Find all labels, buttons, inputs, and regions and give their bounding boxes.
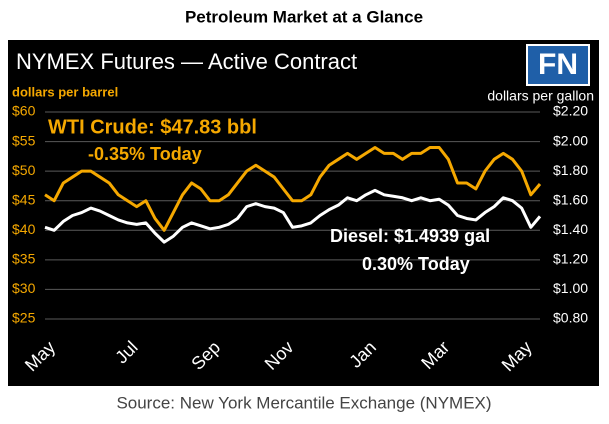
y-tick-label: $45 [12, 191, 36, 207]
annotation: Diesel: $1.4939 gal [330, 226, 490, 246]
y-axis-label: dollars per barrel [12, 84, 118, 99]
y-tick-label: $30 [12, 280, 36, 296]
series-line [44, 188, 542, 244]
chart-subtitle: NYMEX Futures — Active Contract [16, 49, 357, 74]
y2-tick-label: $0.80 [553, 310, 588, 326]
logo-box [526, 44, 590, 86]
logo: FN [538, 48, 578, 81]
series-line [44, 145, 542, 232]
y2-tick-label: $1.80 [553, 162, 588, 178]
y-tick-label: $50 [12, 162, 36, 178]
chart-title: Petroleum Market at a Glance [185, 7, 423, 26]
annotation: WTI Crude: $47.83 bbl [48, 116, 257, 138]
y-tick-label: $35 [12, 251, 36, 267]
annotation: 0.30% Today [362, 254, 470, 274]
y-tick-label: $60 [12, 103, 36, 119]
annotation: -0.35% Today [88, 144, 202, 164]
y2-tick-label: $2.20 [553, 103, 588, 119]
y2-tick-label: $2.00 [553, 132, 588, 148]
source-note: Source: New York Mercantile Exchange (NY… [116, 393, 491, 412]
y-tick-label: $25 [12, 310, 36, 326]
y2-tick-label: $1.00 [553, 280, 588, 296]
y2-tick-label: $1.40 [553, 221, 588, 237]
y-tick-label: $55 [12, 132, 36, 148]
y-tick-label: $40 [12, 221, 36, 237]
y2-tick-label: $1.20 [553, 251, 588, 267]
y2-axis-label: dollars per gallon [487, 88, 594, 104]
y2-tick-label: $1.60 [553, 191, 588, 207]
